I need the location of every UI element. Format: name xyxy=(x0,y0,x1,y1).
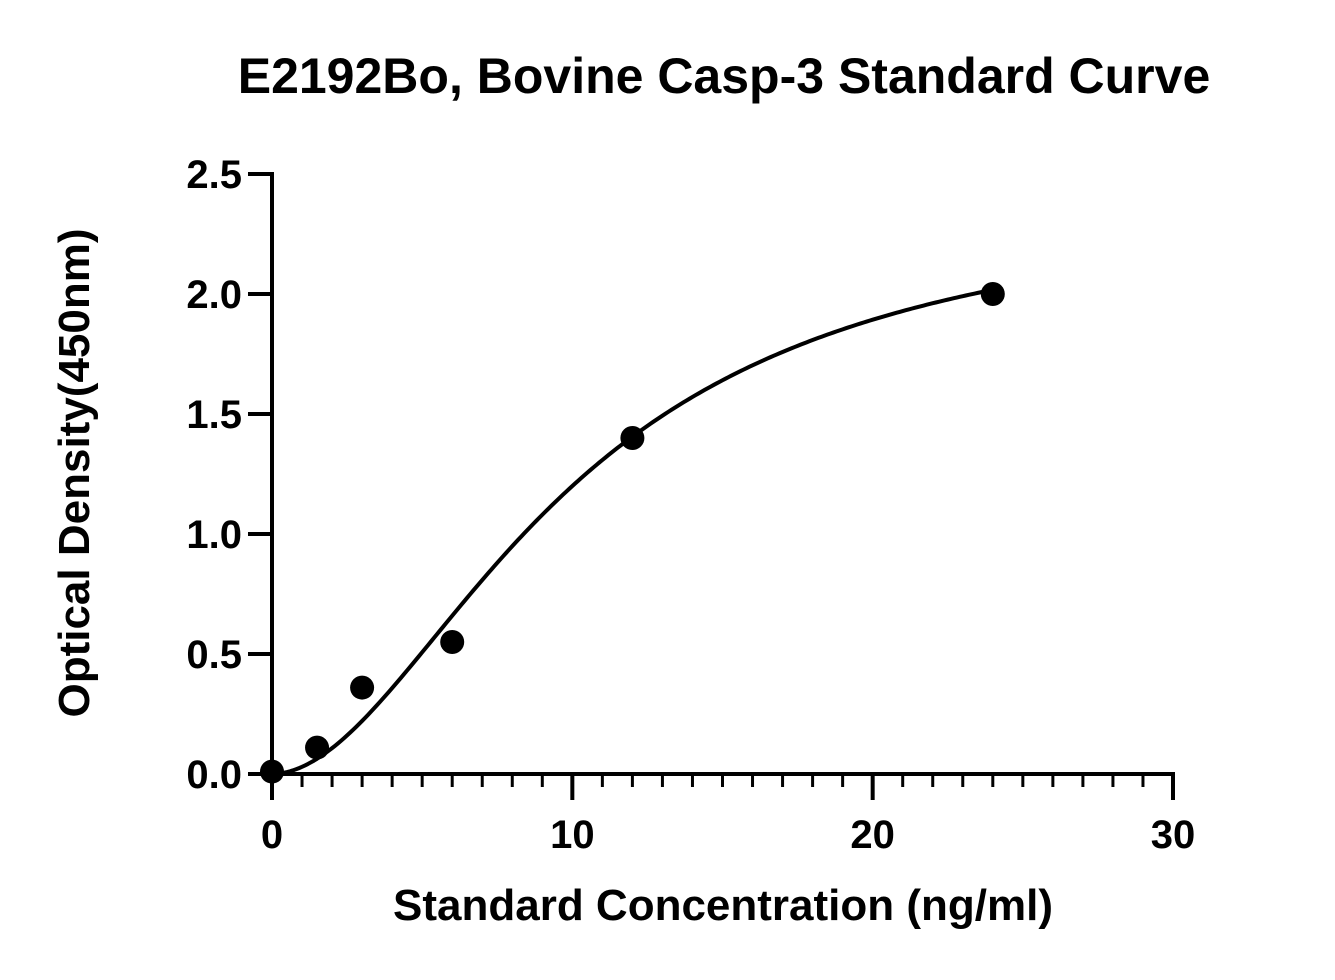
x-tick-label: 0 xyxy=(261,813,283,857)
x-tick-label: 10 xyxy=(550,813,595,857)
y-tick-label: 0.5 xyxy=(186,633,242,677)
fit-curve xyxy=(270,287,995,776)
x-tick-label: 20 xyxy=(850,813,895,857)
data-point xyxy=(440,630,465,654)
y-tick-label: 0.0 xyxy=(186,753,242,797)
y-axis-label: Optical Density(450nm) xyxy=(50,228,99,717)
y-tick-label: 2.0 xyxy=(186,273,242,317)
chart-title: E2192Bo, Bovine Casp-3 Standard Curve xyxy=(238,48,1211,104)
fit-curve-layer xyxy=(270,287,995,776)
x-axis-label: Standard Concentration (ng/ml) xyxy=(393,881,1053,930)
data-point xyxy=(620,426,645,450)
data-points xyxy=(260,282,1005,784)
x-tick-label: 30 xyxy=(1151,813,1196,857)
y-tick-label: 1.5 xyxy=(186,393,242,437)
y-tick-label: 2.5 xyxy=(186,153,242,197)
data-point xyxy=(305,735,330,760)
data-point xyxy=(260,759,284,784)
data-point xyxy=(350,675,375,700)
y-tick-label: 1.0 xyxy=(186,513,242,557)
data-point xyxy=(980,282,1005,306)
axes: 0.0 0.5 1.0 1.5 2.0 2.5 0 10 20 30 xyxy=(186,153,1195,857)
